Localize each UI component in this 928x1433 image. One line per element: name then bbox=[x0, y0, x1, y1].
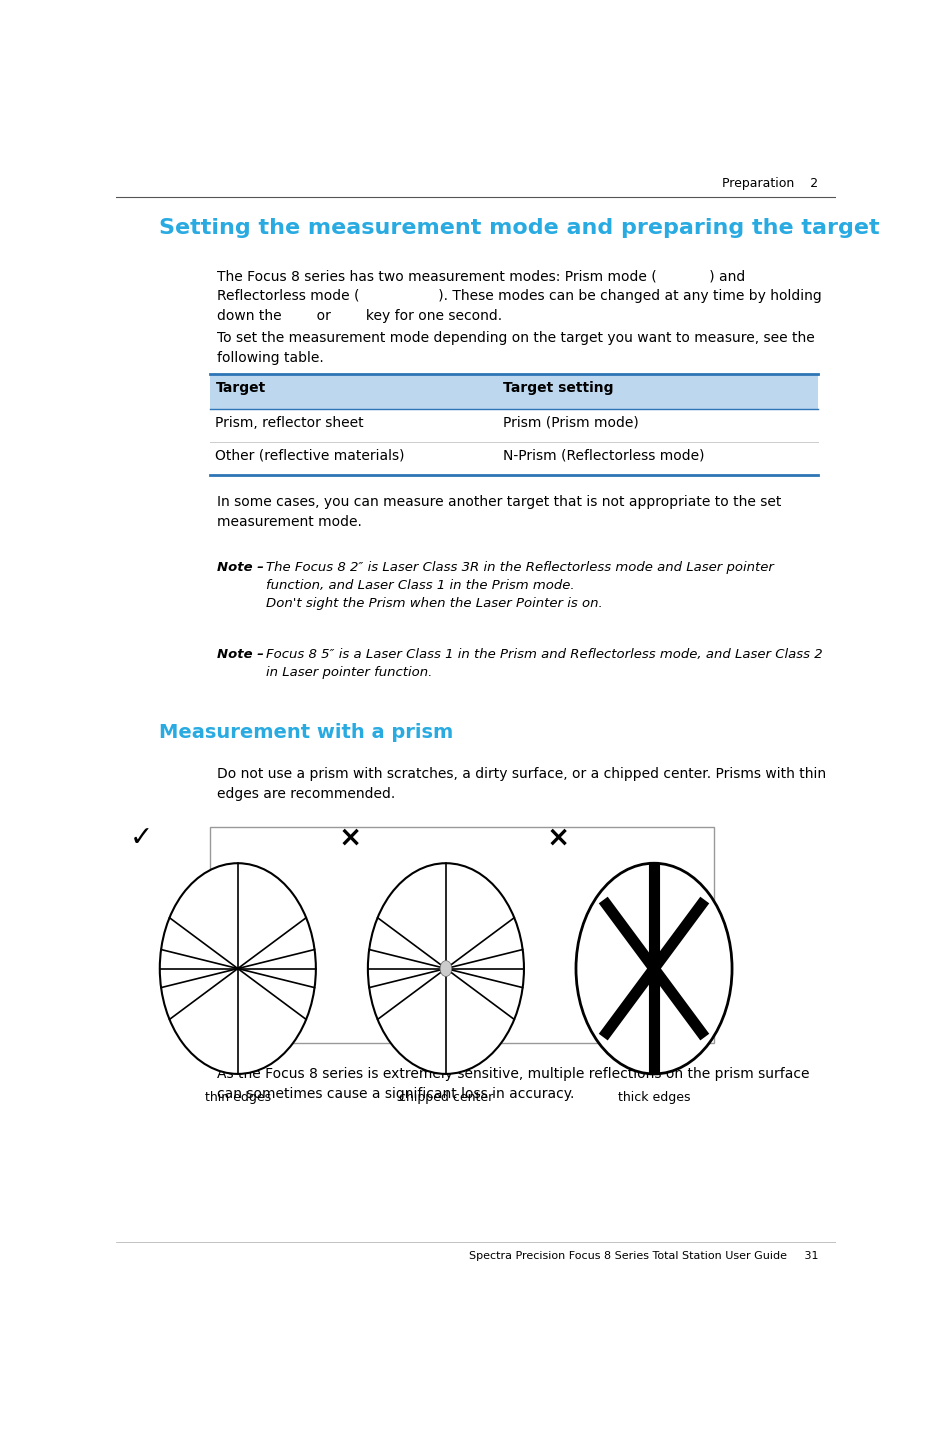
Text: Prism (Prism mode): Prism (Prism mode) bbox=[503, 416, 638, 430]
Text: Spectra Precision Focus 8 Series Total Station User Guide     31: Spectra Precision Focus 8 Series Total S… bbox=[468, 1251, 818, 1261]
Text: Target setting: Target setting bbox=[503, 381, 613, 394]
Ellipse shape bbox=[440, 960, 451, 976]
Text: ✓: ✓ bbox=[130, 824, 153, 853]
Text: Focus 8 5″ is a Laser Class 1 in the Prism and Reflectorless mode, and Laser Cla: Focus 8 5″ is a Laser Class 1 in the Pri… bbox=[265, 648, 821, 679]
Text: ×: × bbox=[338, 824, 361, 853]
Text: The Focus 8 series has two measurement modes: Prism mode (            ) and
Refl: The Focus 8 series has two measurement m… bbox=[217, 269, 820, 324]
Text: Note –: Note – bbox=[217, 648, 268, 661]
Text: chipped center: chipped center bbox=[398, 1091, 493, 1103]
Text: ×: × bbox=[546, 824, 569, 853]
Ellipse shape bbox=[367, 863, 523, 1073]
Text: The Focus 8 2″ is Laser Class 3R in the Reflectorless mode and Laser pointer
fun: The Focus 8 2″ is Laser Class 3R in the … bbox=[265, 562, 773, 610]
Text: thin edges: thin edges bbox=[204, 1091, 271, 1103]
Text: Preparation    2: Preparation 2 bbox=[721, 176, 818, 189]
FancyBboxPatch shape bbox=[210, 827, 713, 1043]
Text: As the Focus 8 series is extremely sensitive, multiple reflections on the prism : As the Focus 8 series is extremely sensi… bbox=[217, 1066, 808, 1101]
Text: N-Prism (Reflectorless mode): N-Prism (Reflectorless mode) bbox=[503, 449, 704, 463]
Text: Prism, reflector sheet: Prism, reflector sheet bbox=[215, 416, 364, 430]
Text: Note –: Note – bbox=[217, 562, 268, 575]
Text: In some cases, you can measure another target that is not appropriate to the set: In some cases, you can measure another t… bbox=[217, 496, 780, 529]
Text: thick edges: thick edges bbox=[617, 1091, 690, 1103]
Text: Other (reflective materials): Other (reflective materials) bbox=[215, 449, 405, 463]
Text: Measurement with a prism: Measurement with a prism bbox=[160, 722, 453, 741]
Text: Target: Target bbox=[215, 381, 265, 394]
Text: Do not use a prism with scratches, a dirty surface, or a chipped center. Prisms : Do not use a prism with scratches, a dir… bbox=[217, 767, 825, 801]
Ellipse shape bbox=[575, 863, 731, 1073]
Text: To set the measurement mode depending on the target you want to measure, see the: To set the measurement mode depending on… bbox=[217, 331, 814, 365]
FancyBboxPatch shape bbox=[210, 374, 818, 410]
Ellipse shape bbox=[160, 863, 316, 1073]
Text: Setting the measurement mode and preparing the target: Setting the measurement mode and prepari… bbox=[160, 218, 879, 238]
